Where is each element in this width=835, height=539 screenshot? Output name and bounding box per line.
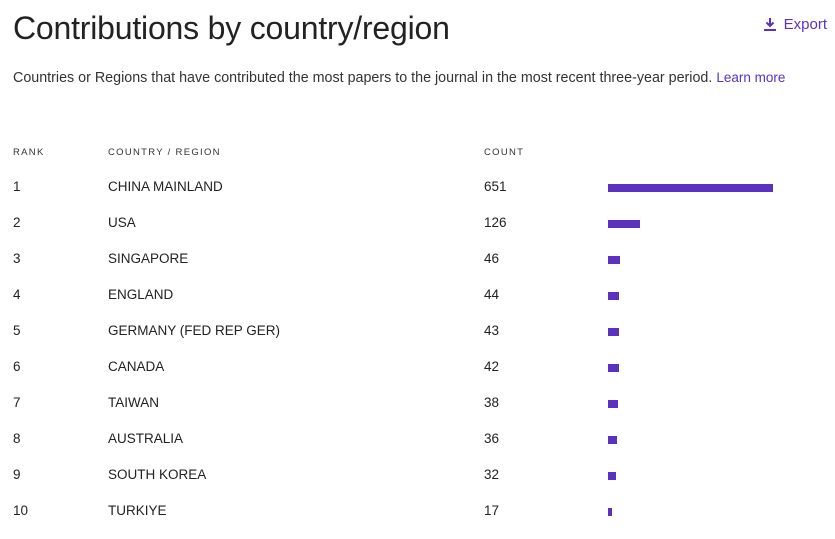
page-title: Contributions by country/region <box>13 10 450 46</box>
rank-cell: 8 <box>13 431 21 446</box>
column-header: COUNTRY / REGION <box>108 147 221 158</box>
description: Countries or Regions that have contribut… <box>13 66 823 90</box>
description-text: Countries or Regions that have contribut… <box>13 70 713 86</box>
count-cell: 651 <box>484 179 507 194</box>
rank-cell: 7 <box>13 395 21 410</box>
count-cell: 46 <box>484 251 500 266</box>
export-button[interactable]: Export <box>763 16 827 33</box>
column-header: RANK <box>13 147 45 158</box>
count-bar <box>608 292 620 300</box>
country-cell: CHINA MAINLAND <box>108 179 223 194</box>
count-cell: 43 <box>484 323 500 338</box>
count-cell: 126 <box>484 215 507 230</box>
country-cell: SINGAPORE <box>108 251 189 266</box>
count-cell: 38 <box>484 395 500 410</box>
country-cell: GERMANY (FED REP GER) <box>108 323 281 338</box>
count-bar <box>608 184 773 192</box>
count-bar <box>608 328 619 336</box>
download-icon <box>763 17 776 31</box>
rank-cell: 3 <box>13 251 21 266</box>
count-bar <box>608 220 640 228</box>
country-cell: ENGLAND <box>108 287 174 302</box>
rank-cell: 4 <box>13 287 21 302</box>
column-header: COUNT <box>484 147 525 158</box>
country-cell: USA <box>108 215 136 230</box>
count-bar <box>608 472 617 480</box>
count-cell: 42 <box>484 359 500 374</box>
count-bar <box>608 256 620 264</box>
rank-cell: 2 <box>13 215 21 230</box>
count-bar <box>608 508 613 516</box>
count-bar <box>608 400 618 408</box>
count-cell: 32 <box>484 467 500 482</box>
count-cell: 44 <box>484 287 500 302</box>
country-cell: TAIWAN <box>108 395 159 410</box>
rank-cell: 1 <box>13 179 21 194</box>
learn-more-link[interactable]: Learn more <box>716 70 786 85</box>
rank-cell: 9 <box>13 467 21 482</box>
count-bar <box>608 436 618 444</box>
count-bar <box>608 364 619 372</box>
country-cell: SOUTH KOREA <box>108 467 207 482</box>
country-cell: CANADA <box>108 359 165 374</box>
rank-cell: 10 <box>13 503 29 518</box>
rank-cell: 5 <box>13 323 21 338</box>
count-cell: 17 <box>484 503 500 518</box>
count-cell: 36 <box>484 431 500 446</box>
country-cell: AUSTRALIA <box>108 431 184 446</box>
country-cell: TURKIYE <box>108 503 167 518</box>
rank-cell: 6 <box>13 359 21 374</box>
export-label: Export <box>783 16 827 33</box>
